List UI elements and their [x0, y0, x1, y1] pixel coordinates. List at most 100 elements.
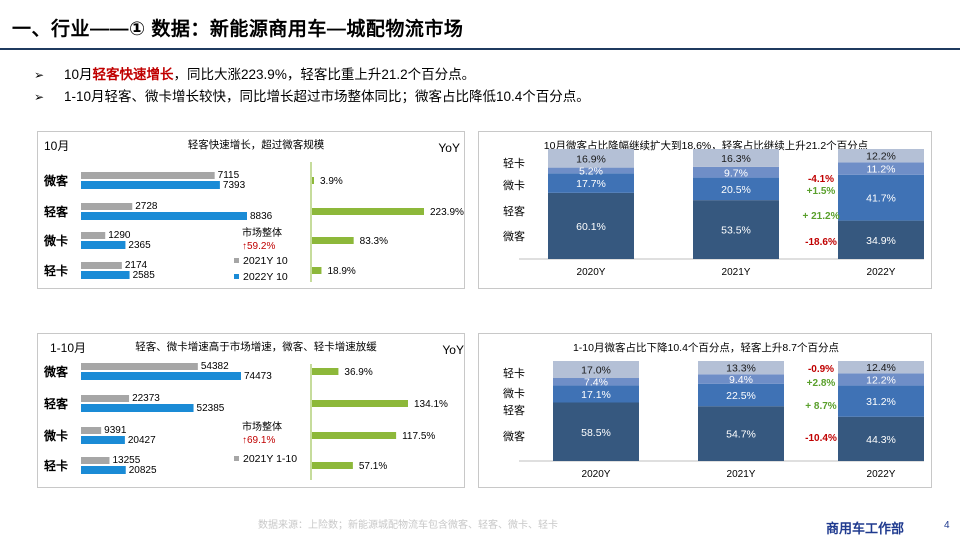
legend-label-2021: 2021Y 10 [243, 255, 288, 267]
bar-2022 [81, 466, 126, 474]
legend-swatch-2021 [234, 258, 239, 263]
legend-label-2021: 2021Y 1-10 [243, 453, 297, 465]
segment-label: 轻卡 [503, 366, 525, 380]
share-segment [838, 162, 924, 175]
yoy-bar [312, 237, 354, 244]
market-label: 市场整体 [242, 420, 282, 433]
yoy-bar [312, 432, 397, 439]
bar-2022 [81, 372, 241, 380]
change-annotation: -0.9% [808, 364, 834, 375]
panel-oct-volume: 10月 轻客快速增长，超过微客规模 YoY 微客 7115 7393 3.9% 轻客 2728 8… [37, 131, 465, 289]
category-label: 2022Y [867, 267, 896, 278]
share-segment [698, 374, 784, 384]
share-label: 34.9% [866, 235, 896, 247]
category-label: 2020Y [577, 267, 606, 278]
bar-2022-label: 74473 [244, 371, 272, 382]
yoy-bar [312, 208, 424, 215]
panel-ytd-volume: 1-10月 轻客、微卡增速高于市场增速，微客、轻卡增速放缓 YoY 微客 54382 74… [37, 333, 465, 488]
segment-label: 微卡 [503, 178, 525, 192]
share-segment [838, 174, 924, 221]
yoy-bar [312, 368, 339, 375]
bar-2021 [81, 232, 106, 239]
category-label: 轻卡 [44, 458, 68, 473]
share-label: 11.2% [867, 164, 896, 176]
data-source-note: 数据来源：上险数；新能源城配物流车包含微客、轻客、微卡、轻卡 [258, 520, 558, 531]
share-segment [553, 361, 639, 378]
change-annotation: + 21.2% [803, 211, 840, 222]
share-label: 53.5% [721, 225, 751, 237]
market-label: 市场整体 [242, 226, 282, 239]
bar-2022 [81, 181, 220, 189]
arrow-bullet-icon: ➢ [34, 90, 45, 104]
share-segment [553, 402, 639, 461]
chart-title: 1-10月微客占比下降10.4个百分点，轻客上升8.7个百分点 [573, 341, 839, 354]
yoy-header: YoY [438, 141, 460, 155]
share-label: 16.9% [576, 153, 606, 165]
category-label: 2021Y [727, 469, 756, 480]
legend-label-2022: 2022Y 10 [243, 271, 288, 283]
bar-2022-label: 2365 [128, 240, 151, 251]
category-label: 轻客 [44, 204, 69, 219]
yoy-header: YoY [442, 343, 464, 357]
bar-2021-label: 22373 [132, 393, 160, 404]
share-segment [838, 361, 924, 374]
share-segment [693, 149, 779, 167]
market-yoy: ↑59.2% [242, 241, 275, 252]
bar-2021-label: 2728 [135, 201, 158, 212]
bar-2022 [81, 404, 194, 412]
bullet-item: ➢ 10月轻客快速增长，同比大涨223.9%，轻客比重上升21.2个百分点。 [34, 64, 590, 86]
share-segment [548, 173, 634, 193]
share-segment [838, 220, 924, 259]
change-annotation: -10.4% [805, 433, 837, 444]
period-label: 10月 [44, 139, 69, 153]
change-annotation: + 8.7% [805, 401, 837, 412]
share-segment [693, 166, 779, 178]
page-number: 4 [944, 520, 950, 531]
category-label: 轻卡 [44, 263, 68, 278]
yoy-value: 134.1% [414, 399, 448, 410]
share-segment [548, 167, 634, 174]
bar-2022 [81, 241, 126, 249]
share-label: 54.7% [726, 429, 756, 441]
yoy-value: 83.3% [360, 236, 388, 247]
bar-2021-label: 2174 [125, 260, 148, 271]
bar-2021 [81, 457, 110, 464]
share-label: 17.0% [581, 365, 611, 377]
bar-2022-label: 20427 [128, 435, 156, 446]
bar-2022-label: 20825 [129, 465, 157, 476]
share-label: 20.5% [721, 184, 751, 196]
bar-2021 [81, 172, 215, 179]
segment-label: 微卡 [503, 386, 525, 400]
change-annotation: -4.1% [808, 174, 834, 185]
share-segment [553, 378, 639, 386]
share-label: 9.4% [729, 374, 753, 386]
market-yoy: ↑69.1% [242, 435, 275, 446]
period-label: 1-10月 [50, 341, 86, 355]
yoy-value: 57.1% [359, 461, 387, 472]
segment-label: 轻客 [503, 204, 525, 218]
share-label: 9.7% [724, 167, 748, 179]
share-segment [838, 416, 924, 461]
share-segment [553, 385, 639, 403]
yoy-value: 3.9% [320, 176, 343, 187]
bar-2022 [81, 436, 125, 444]
yoy-value: 18.9% [327, 266, 355, 277]
legend-swatch-2021 [234, 456, 239, 461]
bar-2021 [81, 427, 102, 434]
bar-2022 [81, 212, 247, 220]
segment-label: 微客 [503, 229, 525, 243]
share-segment [698, 406, 784, 461]
share-segment [548, 192, 634, 259]
share-label: 5.2% [579, 165, 603, 177]
share-label: 17.7% [576, 178, 606, 190]
category-label: 2021Y [722, 267, 751, 278]
bar-2022-label: 7393 [223, 180, 246, 191]
arrow-bullet-icon: ➢ [34, 68, 45, 82]
bar-2022-label: 8836 [250, 211, 273, 222]
bullet-item: ➢ 1-10月轻客、微卡增长较快，同比增长超过市场整体同比；微客占比降低10.4… [34, 86, 590, 108]
bullet-text: 1-10月轻客、微卡增长较快，同比增长超过市场整体同比；微客占比降低10.4个百… [64, 89, 590, 104]
bar-2022 [81, 271, 130, 279]
chart-title: 10月微客占比降幅继续扩大到18.6%，轻客占比继续上升21.2个百分点 [544, 139, 868, 152]
bar-2021-label: 54382 [201, 361, 229, 372]
